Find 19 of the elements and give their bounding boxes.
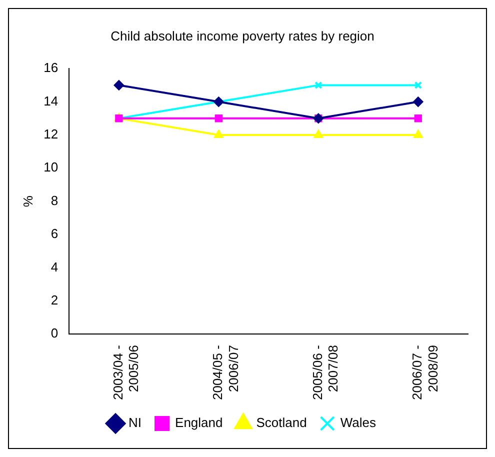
x-tick-label: 2005/06 - 2007/08 bbox=[310, 345, 341, 400]
y-tick-label: 2 bbox=[50, 292, 58, 308]
legend-label: Wales bbox=[340, 415, 376, 430]
x-tick-label: 2004/05 - 2006/07 bbox=[210, 345, 241, 400]
y-tick-label: 16 bbox=[44, 60, 58, 76]
legend-label: NI bbox=[128, 415, 142, 430]
y-tick-label: 0 bbox=[50, 326, 58, 341]
y-tick-label: 12 bbox=[44, 126, 58, 142]
x-tick-label: 2003/04 - 2005/06 bbox=[110, 345, 142, 400]
y-tick-label: 10 bbox=[44, 160, 58, 175]
legend-label: England bbox=[175, 415, 223, 430]
chart-title: Child absolute income poverty rates by region bbox=[110, 28, 374, 44]
y-tick-label: 6 bbox=[50, 226, 58, 242]
y-axis-title: % bbox=[20, 195, 36, 208]
y-tick-label: 14 bbox=[44, 93, 58, 108]
y-tick-label: 4 bbox=[50, 259, 58, 274]
x-tick-label: 2006/07 - 2008/09 bbox=[410, 345, 440, 400]
legend-label: Scotland bbox=[256, 415, 307, 430]
y-tick-label: 8 bbox=[50, 192, 58, 208]
